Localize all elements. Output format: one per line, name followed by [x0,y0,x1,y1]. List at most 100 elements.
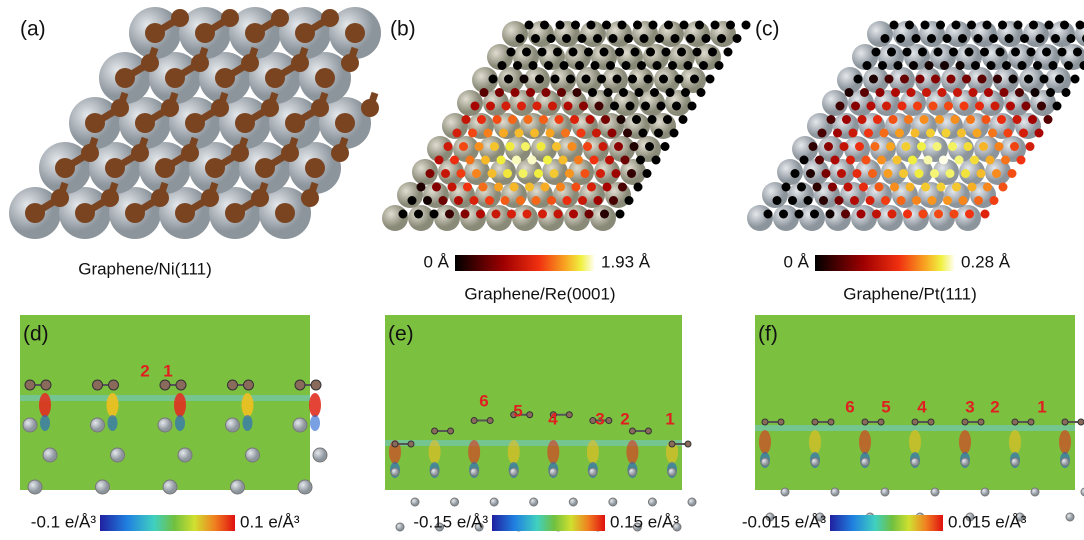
carbon-atom [989,196,999,205]
charge-lobe [428,440,441,464]
carbon-atom [949,47,958,57]
carbon-atom [927,418,935,426]
carbon-atom [526,88,535,97]
carbon-atom [723,47,733,57]
carbon-atom [955,61,965,70]
carbon-atom [872,209,881,219]
carbon-atom [221,9,239,27]
carbon-atom [452,128,462,138]
metal-atom [1030,487,1040,497]
carbon-atom [315,68,335,88]
carbon-atom [1002,61,1011,70]
carbon-atom [111,99,129,117]
carbon-atom [469,196,479,205]
charge-lobe [106,393,119,417]
carbon-atom [556,182,565,192]
carbon-atom [602,182,612,192]
carbon-atom [897,101,907,111]
carbon-atom [927,34,936,43]
carbon-atom [628,74,637,84]
carbon-atom [663,115,672,124]
carbon-atom [826,115,836,124]
carbon-atom [600,209,609,219]
carbon-atom [853,74,863,84]
carbon-atom [837,169,846,178]
carbon-atom [656,101,666,111]
substrate-atom [412,159,438,185]
carbon-atom [504,74,513,84]
carbon-atom [815,155,824,165]
metal-atom [469,467,479,477]
carbon-atom [1017,61,1027,70]
carbon-atom [361,99,379,117]
metal-atom [647,497,657,507]
carbon-atom [465,155,475,165]
carbon-atom [629,142,639,151]
carbon-atom [554,115,564,124]
carbon-atom [918,47,927,57]
carbon-atom [998,182,1008,192]
carbon-atom [988,128,997,138]
carbon-atom [321,9,339,27]
carbon-atom [499,128,508,138]
carbon-atom [824,142,833,151]
carbon-atom [639,34,649,43]
carbon-atom [843,182,853,192]
carbon-atom [977,418,985,426]
carbon-atom [1027,418,1035,426]
carbon-atom [75,203,95,223]
site-label: 5 [881,397,890,416]
metal-atom [110,447,125,463]
carbon-atom [532,101,542,111]
carbon-atom [454,196,463,205]
carbon-atom [879,128,889,138]
carbon-atom [549,169,559,178]
carbon-atom [24,379,36,391]
carbon-atom [906,88,916,97]
carbon-atom [638,128,648,138]
charge-lobe [809,430,821,454]
carbon-atom [294,379,306,391]
carbon-atom [665,88,675,97]
charge-lobe [389,440,401,464]
carbon-atom [271,9,289,27]
carbon-atom [895,128,904,138]
carbon-atom [958,34,967,43]
substrate-atom [594,159,620,185]
carbon-atom [195,23,215,43]
carbon-atom [463,182,472,192]
colorbar-min: 0 Å [423,252,449,271]
carbon-atom [999,88,1009,97]
carbon-atom [1044,20,1054,30]
carbon-atom [921,182,930,192]
colorbar-max: 0.015 e/Å³ [948,512,1027,531]
carbon-atom [828,182,837,192]
panel-label: (e) [388,323,414,346]
carbon-atom [612,74,622,84]
metal-atom [608,497,618,507]
carbon-atom [965,209,974,219]
carbon-atom [602,20,611,30]
substrate-atom [777,159,803,185]
carbon-atom [647,115,657,124]
carbon-atom [491,209,501,219]
carbon-atom [261,99,279,117]
lattice-c [747,20,1084,231]
carbon-atom [620,155,630,165]
carbon-atom [799,155,809,165]
carbon-atom [425,169,435,178]
carbon-atom [788,196,797,205]
carbon-atom [585,115,595,124]
carbon-atom [537,47,547,57]
carbon-atom [1006,101,1015,111]
carbon-atom [235,113,255,133]
carbon-atom [645,142,654,151]
colorbar [455,255,595,271]
substrate-atom [852,44,878,70]
metal-atom [435,522,445,532]
panel-label: (b) [390,18,416,41]
colorbar-min: -0.1 e/Å³ [31,512,97,531]
carbon-atom [810,209,819,219]
carbon-atom [1008,74,1018,84]
carbon-atom [900,74,909,84]
